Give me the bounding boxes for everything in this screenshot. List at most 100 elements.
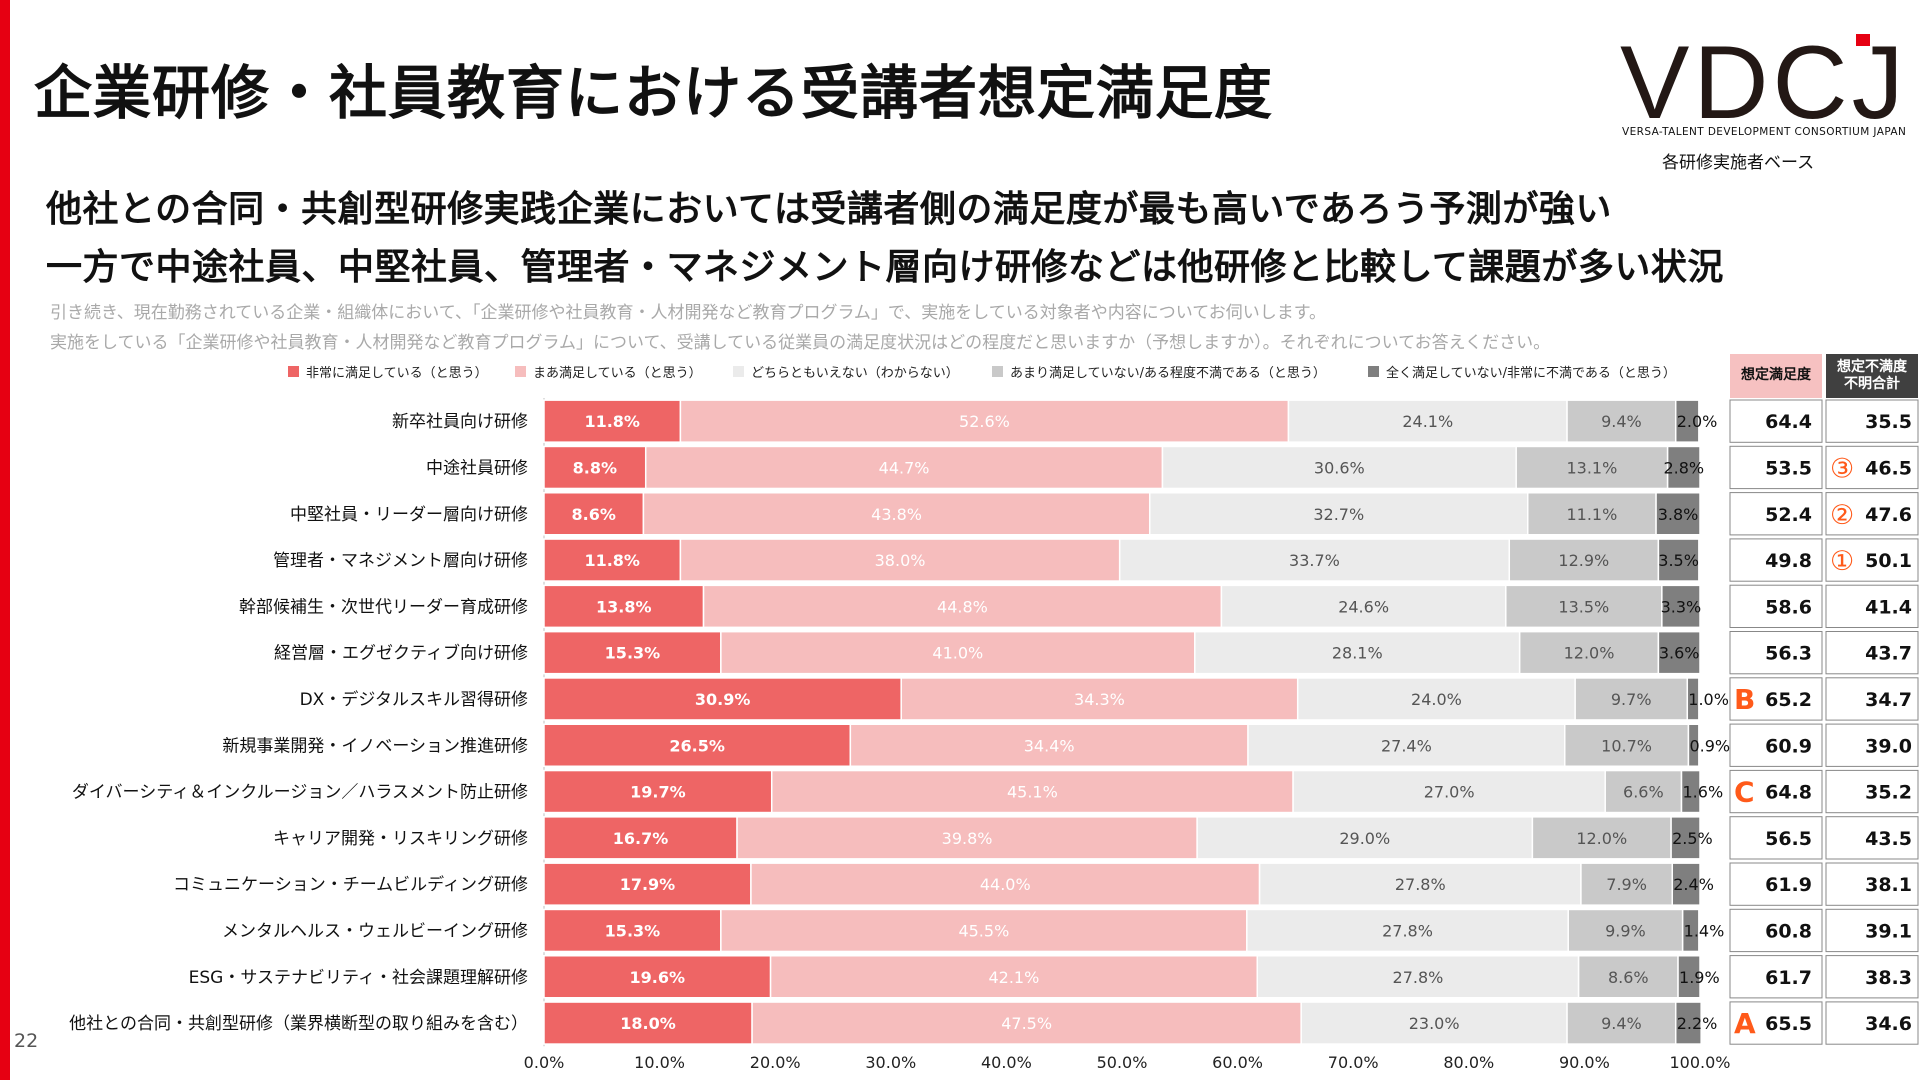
data-label-somewhat-satisfied: 38.0% [875,551,926,570]
data-label-very-satisfied: 11.8% [584,412,640,431]
data-label-very-dissatisfied: 2.2% [1677,1014,1718,1033]
bar-segment-neutral [1256,955,1580,999]
data-label-somewhat-satisfied: 34.3% [1074,690,1125,709]
dissatisfaction-rank-marker: ③ [1830,453,1854,484]
satisfaction-value: 64.4 [1765,411,1812,433]
satisfaction-rank-marker: A [1734,1007,1756,1040]
satisfaction-value: 60.9 [1765,735,1812,757]
data-label-somewhat-dissatisfied: 12.0% [1576,829,1627,848]
bar-segment-neutral [1161,445,1517,490]
satisfaction-rank-marker: B [1734,683,1755,716]
dissatisfaction-rank-marker: ① [1830,546,1854,577]
dissatisfaction-value: 35.2 [1865,782,1912,804]
data-label-somewhat-satisfied: 43.8% [871,505,922,524]
dissatisfaction-value: 35.5 [1865,411,1912,433]
satisfaction-cell [1729,492,1823,536]
data-label-neutral: 27.8% [1393,968,1444,987]
data-label-neutral: 24.6% [1338,597,1389,616]
x-tick-label: 30.0% [865,1053,916,1072]
bar-segment-very-satisfied [543,816,738,860]
category-label: 経営層・エグゼクティブ向け研修 [274,643,528,664]
dissatisfaction-value: 41.4 [1865,596,1912,618]
category-label: 他社との合同・共創型研修（業界横断型の取り組みを含む） [69,1014,528,1034]
bar-segment-very-dissatisfied [1671,862,1701,906]
category-label: 中途社員研修 [426,458,528,478]
data-label-somewhat-dissatisfied: 6.6% [1623,783,1664,802]
bar-segment-very-satisfied [543,862,752,906]
category-label: メンタルヘルス・ウェルビーイング研修 [222,921,528,941]
headline-line-2: 一方で中途社員、中堅社員、管理者・マネジメント層向け研修などは他研修と比較して課… [46,247,1724,288]
bar-segment-very-dissatisfied [1681,908,1700,953]
bar-segment-somewhat-dissatisfied [1577,955,1679,999]
category-label: キャリア開発・リスキリング研修 [273,829,528,849]
dissatisfaction-value: 38.3 [1865,967,1912,989]
data-label-neutral: 27.4% [1381,736,1432,755]
data-label-very-satisfied: 18.0% [620,1014,676,1033]
x-tick-label: 50.0% [1097,1053,1148,1072]
bar-segment-somewhat-dissatisfied [1567,908,1684,953]
bar-segment-somewhat-satisfied [770,769,1294,814]
dissatisfaction-cell [1825,445,1919,490]
data-label-very-dissatisfied: 3.3% [1661,597,1702,616]
satisfaction-value: 56.5 [1765,828,1812,850]
bar-segment-neutral [1196,816,1534,860]
category-label: 新卒社員向け研修 [392,412,528,432]
satisfaction-cell [1729,445,1823,490]
bar-segment-very-dissatisfied [1686,677,1700,721]
satisfaction-value: 64.8 [1765,782,1812,804]
dissatisfaction-cell [1825,1001,1919,1045]
data-label-very-satisfied: 11.8% [584,551,640,570]
bar-segment-somewhat-satisfied [679,538,1121,582]
question-note-1: 引き続き、現在勤務されている企業・組織体において、「企業研修や社員教育・人材開発… [50,303,1327,323]
x-tick-label: 100.0% [1669,1053,1730,1072]
satisfaction-value: 58.6 [1765,596,1812,618]
satisfaction-cell [1729,769,1823,814]
headline-line-1: 他社との合同・共創型研修実践企業においては受講者側の満足度が最も高いであろう予測… [46,189,1612,230]
satisfaction-cell [1729,816,1823,860]
logo-accent [1856,34,1870,46]
data-label-somewhat-satisfied: 45.1% [1007,783,1058,802]
category-label: DX・デジタルスキル習得研修 [300,689,528,710]
category-label: 幹部候補生・次世代リーダー育成研修 [239,596,528,617]
data-label-neutral: 27.8% [1395,875,1446,894]
dissatisfaction-value: 39.0 [1865,735,1912,757]
dissatisfaction-value: 50.1 [1865,550,1912,572]
dissatisfaction-cell [1825,399,1919,443]
logo-text: VDCJ [1620,28,1900,138]
bar-segment-somewhat-satisfied [750,862,1261,906]
data-label-neutral: 30.6% [1314,458,1365,477]
data-label-neutral: 27.8% [1382,921,1433,940]
bar-segment-somewhat-dissatisfied [1604,769,1683,814]
x-tick-label: 60.0% [1212,1053,1263,1072]
bar-segment-very-dissatisfied [1661,584,1701,629]
data-label-very-dissatisfied: 3.8% [1658,505,1699,524]
category-label: ESG・サステナビリティ・社会課題理解研修 [189,968,528,988]
satisfaction-cell [1729,538,1823,582]
bar-segment-somewhat-dissatisfied [1508,538,1660,582]
category-label: 中堅社員・リーダー層向け研修 [290,505,528,525]
data-label-very-dissatisfied: 1.6% [1683,783,1724,802]
data-label-somewhat-dissatisfied: 9.9% [1605,921,1646,940]
bar-segment-very-dissatisfied [1666,445,1701,490]
satisfaction-value: 65.2 [1765,689,1812,711]
satisfaction-value: 61.9 [1765,874,1812,896]
x-tick-label: 0.0% [524,1053,565,1072]
bar-segment-very-dissatisfied [1657,538,1700,582]
bar-segment-very-dissatisfied [1655,492,1701,536]
bar-segment-very-satisfied [543,723,852,767]
data-label-very-dissatisfied: 2.5% [1672,829,1713,848]
vdcj-logo: VDCJ [1620,28,1900,138]
legend-swatch-somewhat-dissatisfied [992,366,1003,377]
data-label-very-satisfied: 13.8% [596,597,652,616]
data-label-somewhat-satisfied: 44.8% [937,597,988,616]
logo-subtitle: VERSA-TALENT DEVELOPMENT CONSORTIUM JAPA… [1622,126,1907,138]
data-label-neutral: 33.7% [1289,551,1340,570]
bar-segment-somewhat-satisfied [900,677,1299,721]
satisfaction-value: 53.5 [1765,457,1812,479]
bar-segment-somewhat-satisfied [720,908,1248,953]
satisfaction-value: 61.7 [1765,967,1812,989]
data-label-very-satisfied: 30.9% [695,690,751,709]
data-label-neutral: 32.7% [1313,505,1364,524]
data-label-very-dissatisfied: 2.8% [1663,458,1704,477]
